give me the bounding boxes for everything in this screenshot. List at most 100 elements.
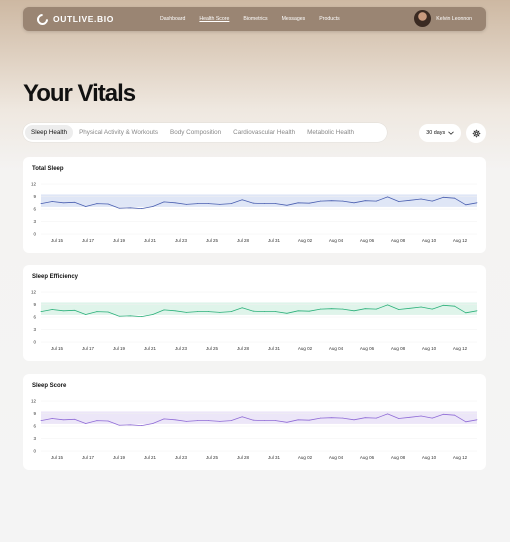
data-point xyxy=(141,208,143,209)
category-tabs: Sleep Health Physical Activity & Workout… xyxy=(23,123,387,142)
data-point xyxy=(208,420,210,421)
data-point xyxy=(387,413,388,415)
data-point xyxy=(409,199,411,201)
data-point xyxy=(51,418,53,419)
data-point xyxy=(96,203,98,204)
y-tick-label: 9 xyxy=(33,411,36,416)
data-point xyxy=(331,200,333,202)
data-point xyxy=(85,423,87,424)
y-tick-label: 0 xyxy=(33,340,36,345)
nav-link-products[interactable]: Products xyxy=(319,16,340,22)
tab-physical-activity[interactable]: Physical Activity & Workouts xyxy=(79,129,159,136)
x-tick-label: Jul 31 xyxy=(268,346,281,351)
chart-title: Sleep Score xyxy=(32,383,67,389)
data-point xyxy=(454,197,456,199)
data-point xyxy=(152,206,154,207)
data-point xyxy=(130,424,131,426)
data-point xyxy=(185,312,187,313)
data-point xyxy=(40,420,42,421)
data-point xyxy=(331,417,333,419)
data-point xyxy=(241,416,243,418)
y-tick-label: 6 xyxy=(33,315,36,320)
data-point xyxy=(51,309,53,310)
data-point xyxy=(342,417,344,419)
nav-link-health-score[interactable]: Health Score xyxy=(199,16,230,22)
data-point xyxy=(320,308,321,310)
data-point xyxy=(74,201,75,203)
x-tick-label: Jul 21 xyxy=(144,346,157,351)
reference-band xyxy=(41,302,477,315)
data-point xyxy=(197,203,198,204)
nav-links: Dashboard Health Score Biometrics Messag… xyxy=(160,7,354,31)
data-point xyxy=(85,206,87,207)
data-point xyxy=(375,200,377,202)
tab-metabolic-health[interactable]: Metabolic Health xyxy=(307,129,355,136)
data-point xyxy=(375,417,377,419)
tab-sleep-health[interactable]: Sleep Health xyxy=(25,125,74,140)
x-tick-label: Aug 04 xyxy=(329,346,344,351)
x-tick-label: Jul 17 xyxy=(82,455,95,460)
x-tick-label: Jul 17 xyxy=(82,346,95,351)
x-tick-label: Jul 21 xyxy=(144,455,157,460)
y-tick-label: 12 xyxy=(31,182,37,187)
data-point xyxy=(353,310,355,312)
data-point xyxy=(253,310,254,312)
date-range-select[interactable]: 30 days xyxy=(419,124,461,142)
data-point xyxy=(465,204,467,206)
data-point xyxy=(275,420,277,421)
data-point xyxy=(107,203,109,205)
data-point xyxy=(465,421,467,423)
data-point xyxy=(141,425,143,426)
x-tick-label: Aug 08 xyxy=(391,346,406,351)
data-point xyxy=(264,311,265,312)
data-point xyxy=(387,304,388,306)
data-point xyxy=(62,310,64,312)
x-tick-label: Aug 12 xyxy=(453,238,468,243)
data-point xyxy=(130,315,131,317)
nav-link-dashboard[interactable]: Dashboard xyxy=(160,16,186,22)
x-tick-label: Aug 10 xyxy=(422,346,437,351)
y-tick-label: 12 xyxy=(31,399,37,404)
data-point xyxy=(174,310,176,312)
data-point xyxy=(286,204,288,206)
data-point xyxy=(420,415,422,417)
chart-card-sleep-efficiency: Sleep Efficiency 0 3 6 9 12 Jul 15 Jul 17 Jul 1… xyxy=(23,265,486,361)
user-menu[interactable]: Kelvin Leonnon xyxy=(414,10,472,27)
data-point xyxy=(364,417,366,419)
series-line xyxy=(40,413,478,426)
x-tick-label: Jul 19 xyxy=(113,346,126,351)
avatar[interactable] xyxy=(414,10,432,27)
settings-button[interactable] xyxy=(466,123,486,143)
y-tick-label: 12 xyxy=(31,290,37,295)
data-point xyxy=(230,420,232,421)
tab-body-composition[interactable]: Body Composition xyxy=(170,129,222,136)
data-point xyxy=(454,414,456,416)
x-tick-label: Jul 25 xyxy=(206,346,219,351)
data-point xyxy=(308,419,310,421)
data-point xyxy=(219,421,221,422)
total-sleep-chart: 0 3 6 9 12 Jul 15 Jul 17 Jul 19 Jul 21 Jul 23 Jul … xyxy=(31,182,478,243)
nav-link-messages[interactable]: Messages xyxy=(281,16,306,22)
x-tick-label: Aug 02 xyxy=(298,346,313,351)
data-point xyxy=(320,417,321,419)
data-point xyxy=(241,307,243,309)
x-tick-label: Aug 10 xyxy=(422,238,437,243)
x-tick-label: Aug 10 xyxy=(422,455,437,460)
data-point xyxy=(297,202,299,204)
x-tick-label: Jul 15 xyxy=(51,346,64,351)
tab-cardiovascular-health[interactable]: Cardiovascular Health xyxy=(233,129,296,136)
nav-link-biometrics[interactable]: Biometrics xyxy=(243,16,268,22)
y-tick-label: 6 xyxy=(33,424,36,429)
data-point xyxy=(364,200,366,202)
top-nav: OUTLIVE.BIO Dashboard Health Score Biome… xyxy=(23,7,486,31)
data-point xyxy=(353,202,355,204)
data-point xyxy=(431,308,433,310)
data-point xyxy=(40,203,42,204)
data-point xyxy=(241,199,243,201)
x-tick-label: Aug 06 xyxy=(360,346,375,351)
data-point xyxy=(443,304,444,306)
x-tick-label: Jul 19 xyxy=(113,455,126,460)
data-point xyxy=(253,202,254,204)
y-tick-label: 0 xyxy=(33,449,36,454)
brand-logo[interactable]: OUTLIVE.BIO xyxy=(34,11,114,27)
